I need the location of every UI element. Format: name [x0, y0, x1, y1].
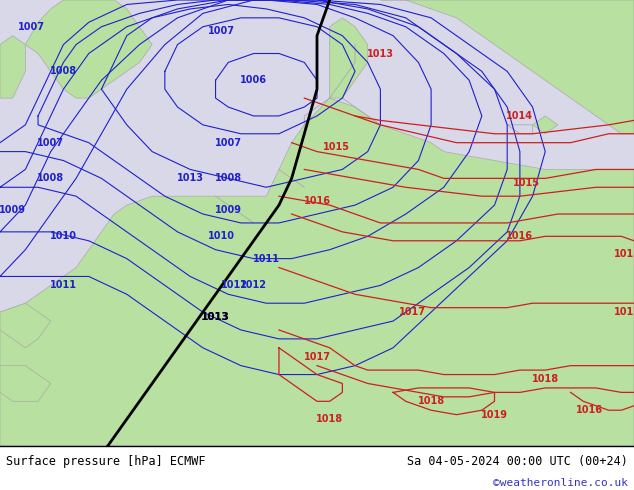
- Text: 1017: 1017: [399, 307, 425, 317]
- Text: 1016: 1016: [614, 249, 634, 259]
- Text: 1012: 1012: [221, 280, 248, 291]
- Text: 1014: 1014: [507, 111, 533, 121]
- Text: 1018: 1018: [316, 414, 343, 424]
- Text: 1017: 1017: [614, 307, 634, 317]
- Text: 1013: 1013: [202, 312, 229, 321]
- Text: 1007: 1007: [215, 138, 242, 147]
- Text: 1010: 1010: [50, 231, 77, 242]
- Polygon shape: [0, 98, 634, 446]
- Text: 1008: 1008: [215, 173, 242, 183]
- Text: 1008: 1008: [50, 66, 77, 76]
- Text: 1011: 1011: [253, 254, 280, 264]
- Text: 1012: 1012: [240, 280, 267, 291]
- Text: 1009: 1009: [0, 204, 26, 215]
- Text: 1010: 1010: [209, 231, 235, 242]
- Text: 1018: 1018: [532, 374, 559, 384]
- Text: 1017: 1017: [304, 352, 330, 362]
- Text: 1015: 1015: [323, 142, 349, 152]
- Text: 1016: 1016: [304, 196, 330, 206]
- Text: 1019: 1019: [481, 410, 508, 420]
- Text: 1007: 1007: [18, 22, 45, 32]
- Text: 1006: 1006: [240, 75, 267, 85]
- Text: 1007: 1007: [209, 26, 235, 36]
- Text: Surface pressure [hPa] ECMWF: Surface pressure [hPa] ECMWF: [6, 455, 206, 468]
- Text: 1013: 1013: [201, 312, 230, 321]
- Polygon shape: [25, 0, 152, 98]
- Polygon shape: [330, 18, 368, 98]
- Text: 1015: 1015: [513, 178, 540, 188]
- Text: 1008: 1008: [37, 173, 64, 183]
- Text: Sa 04-05-2024 00:00 UTC (00+24): Sa 04-05-2024 00:00 UTC (00+24): [407, 455, 628, 468]
- Polygon shape: [0, 366, 51, 401]
- Polygon shape: [0, 36, 25, 98]
- Polygon shape: [533, 116, 558, 134]
- Text: 1009: 1009: [215, 204, 242, 215]
- Text: 1013: 1013: [177, 173, 204, 183]
- Polygon shape: [0, 303, 51, 348]
- Polygon shape: [380, 0, 634, 134]
- Text: 1018: 1018: [418, 396, 444, 406]
- Text: ©weatheronline.co.uk: ©weatheronline.co.uk: [493, 478, 628, 489]
- Text: 1007: 1007: [37, 138, 64, 147]
- Text: 1016: 1016: [576, 405, 603, 415]
- Text: 1016: 1016: [507, 231, 533, 242]
- Text: 1011: 1011: [50, 280, 77, 291]
- Text: 1013: 1013: [367, 49, 394, 58]
